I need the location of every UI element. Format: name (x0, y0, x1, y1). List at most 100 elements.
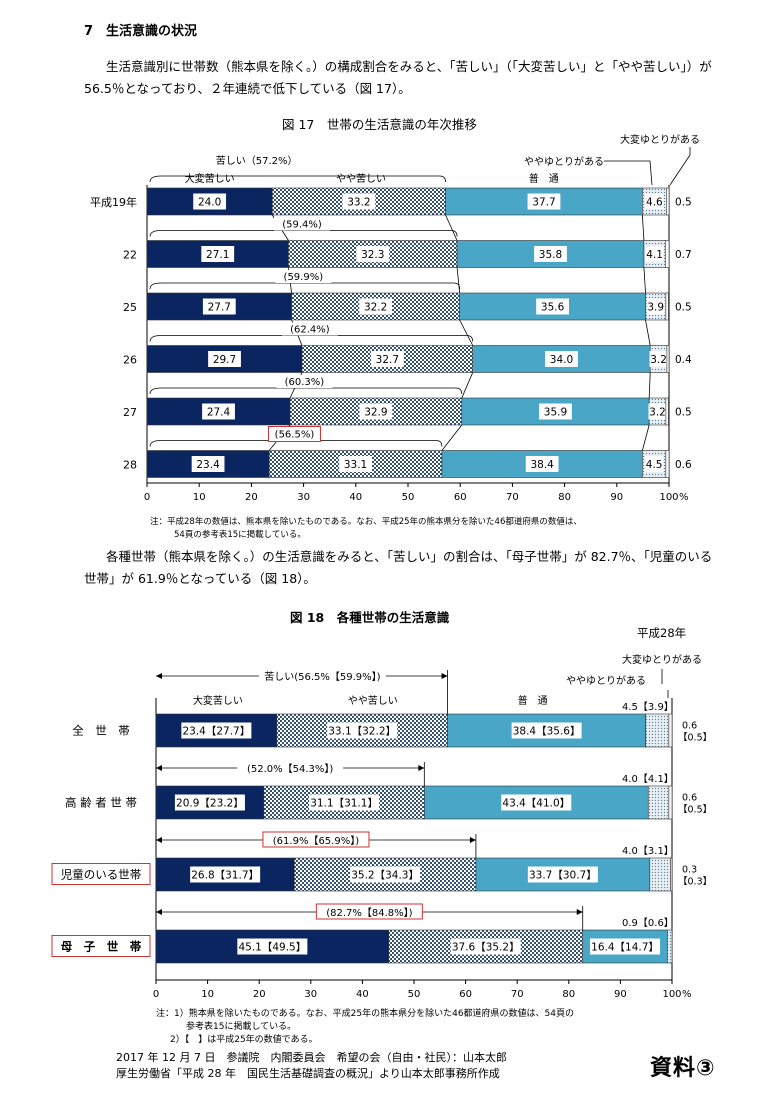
paragraph-fig18: 各種世帯（熊本県を除く。）の生活意識をみると、「苦しい」の割合は、「母子世帯」が… (84, 549, 713, 586)
category-label: 22 (123, 249, 137, 262)
data-label: 26.8【31.7】 (191, 870, 259, 882)
hard-total-label: (60.3%) (285, 377, 325, 388)
legend-normal: 普 通 (518, 694, 548, 707)
data-label-bg (356, 246, 390, 262)
data-label: 0.7 (675, 249, 692, 261)
x-tick-label: 40 (349, 492, 362, 503)
arrow-head (156, 837, 162, 843)
data-label: 3.2 (650, 354, 667, 366)
data-label: 0.6 (682, 793, 697, 804)
bar-segment (666, 187, 670, 216)
data-label-bg (359, 298, 393, 315)
bar-segment (666, 345, 670, 373)
category-label: 母 子 世 帯 (61, 940, 142, 954)
bar-segment (668, 785, 673, 820)
legend-some-comfort: ややゆとりがある (524, 155, 604, 168)
data-label-bg (339, 456, 372, 472)
fig18-year: 平成28年 (637, 626, 687, 640)
total-label-bg (276, 375, 333, 388)
footer-line-1: 2017 年 12 月 7 日 参議院 内閣委員会 希望の会（自由・社民）：山本… (116, 1051, 507, 1064)
data-label-bg (501, 794, 572, 811)
connector-line (641, 424, 650, 451)
total-label-box (237, 760, 344, 775)
total-brace (149, 175, 446, 183)
arrow-head (418, 765, 425, 771)
x-tick-label: 30 (297, 492, 310, 503)
bar-segment (670, 857, 673, 892)
data-label-bg (342, 193, 376, 210)
x-tick-label: 80 (558, 492, 571, 503)
data-label: 35.6 (541, 302, 565, 314)
hard-total-label: 苦しい(56.5%【59.9%】) (264, 670, 380, 683)
data-label-bg (646, 298, 665, 315)
data-label: 【0.5】 (678, 805, 712, 816)
data-label: 16.4【14.7】 (591, 942, 659, 954)
data-label-bg (191, 456, 225, 472)
data-label: 37.6【35.2】 (452, 942, 520, 954)
connector-line (645, 319, 651, 346)
data-label: 0.3 (682, 865, 697, 876)
data-label: 33.1 (344, 459, 367, 471)
total-brace (149, 282, 461, 290)
total-label-bg (274, 217, 331, 231)
bar-segment (665, 292, 669, 321)
x-tick-label: 50 (402, 492, 415, 503)
legend-normal: 普 通 (529, 172, 559, 185)
legend-very-comfort: 大変ゆとりがある (620, 133, 700, 146)
shiryo-label: 資料③ (650, 1056, 716, 1081)
hard-total-label: (59.9%) (284, 272, 324, 283)
bar-segment (645, 713, 670, 748)
data-label-bg (327, 722, 398, 739)
footer-line-2: 厚生労働省「平成 28 年 国民生活基礎調査の概況」より山本太郎事務所作成 (116, 1067, 500, 1080)
data-label: 0.5 (675, 302, 692, 314)
data-label: 32.9 (364, 407, 387, 419)
data-label: 3.2 (649, 407, 666, 419)
arrow-head (156, 909, 162, 915)
section-title: 7 生活意識の状況 (84, 24, 198, 39)
category-label: 28 (123, 459, 137, 472)
connector-line (445, 214, 458, 241)
bar-segment (668, 713, 673, 748)
arrow-head (469, 837, 476, 843)
data-label: 34.0 (550, 354, 573, 366)
data-label: 27.1 (206, 249, 229, 261)
data-label-bg (536, 298, 569, 315)
data-label-bg (545, 351, 578, 367)
x-tick-label: 100 (662, 989, 681, 1000)
connector-line (456, 267, 461, 294)
bar-segment (649, 857, 671, 892)
x-tick-label: 100 (659, 492, 678, 503)
data-label: 32.7 (376, 354, 399, 366)
data-label-bg (190, 866, 261, 883)
data-label: 33.1【32.2】 (328, 726, 396, 738)
category-label: 25 (123, 301, 137, 314)
data-label: 31.1【31.1】 (310, 798, 378, 810)
data-label: 33.7【30.7】 (529, 870, 597, 882)
data-label-bg (539, 403, 572, 420)
data-label-bg (202, 403, 235, 420)
hard-total-label: (62.4%) (290, 325, 330, 336)
data-label: 38.4【35.6】 (513, 726, 581, 738)
x-tick-label: 60 (459, 989, 472, 1000)
bar-segment (146, 292, 292, 321)
data-label: 43.4【41.0】 (502, 798, 570, 810)
legend-very-comfort: 大変ゆとりがある (622, 653, 702, 666)
data-label: 4.6 (646, 197, 663, 209)
category-label: 高 齢 者 世 帯 (65, 796, 137, 810)
data-label-bg (174, 794, 245, 811)
data-label-bg (527, 866, 598, 883)
x-tick-label: 10 (201, 989, 214, 1000)
category-highlight-box (51, 935, 151, 957)
bar-segment (276, 713, 448, 748)
fig17-chart: 0 10 20 30 40 50 60 70 80 90 100 % 24.0 33.2 37.7 4.6 0.… (90, 133, 700, 503)
data-label-bg (645, 193, 664, 210)
data-label: 24.0 (198, 197, 221, 209)
highlight-box (267, 426, 321, 442)
total-brace (149, 387, 463, 395)
x-unit-label: % (682, 989, 692, 1000)
data-label: 4.0【4.1】 (622, 773, 674, 785)
total-label-box (262, 831, 370, 848)
x-tick-label: 0 (144, 492, 150, 503)
data-label: 29.7 (213, 354, 236, 366)
data-label-bg (237, 938, 308, 955)
